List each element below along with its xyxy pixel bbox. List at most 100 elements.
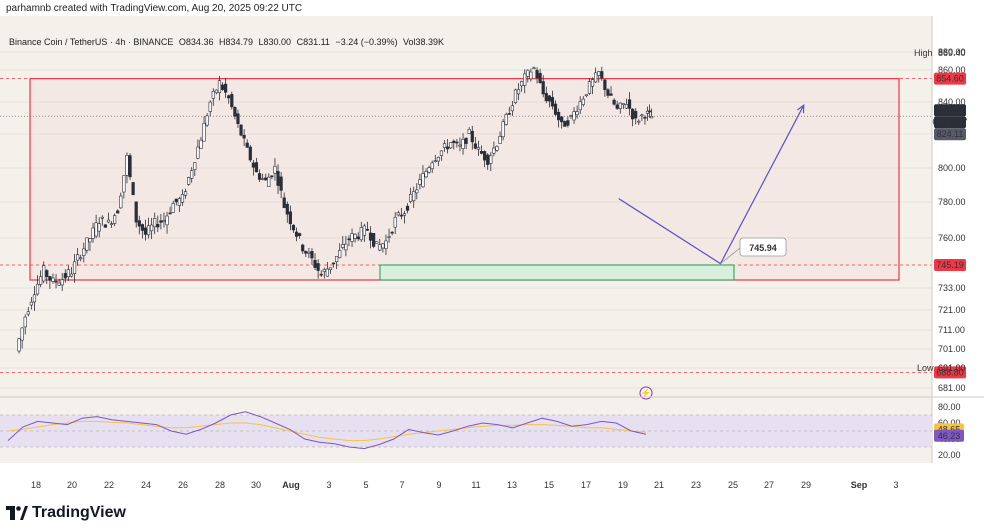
candle-body	[359, 227, 363, 241]
price-tick-label: 860.00	[938, 65, 966, 75]
candle-body	[72, 261, 77, 274]
candle-body	[69, 273, 74, 277]
tradingview-logo-icon	[6, 506, 28, 520]
candle-body	[647, 110, 652, 113]
candle-body	[310, 251, 314, 259]
candle-body	[23, 316, 27, 328]
candle-body	[88, 238, 92, 243]
candle-body	[20, 327, 24, 341]
candle-body	[26, 311, 30, 315]
candle-body	[520, 81, 524, 87]
time-tick-label: 23	[691, 480, 701, 490]
candle-body	[627, 99, 632, 109]
candle-body	[220, 84, 225, 90]
candle-body	[569, 115, 573, 117]
rsi-tick-label: 20.00	[938, 450, 961, 460]
candle-body	[304, 251, 308, 254]
candle-body	[439, 150, 444, 156]
ohlc-close: C831.11	[296, 37, 330, 47]
candle-body	[535, 69, 539, 79]
last-price-tag-bg	[934, 104, 966, 117]
time-tick-label: 24	[141, 480, 151, 490]
price-chart[interactable]: 745.94⚡880.00860.00840.00820.00800.00780…	[0, 16, 984, 463]
candle-body	[301, 244, 305, 252]
candle-body	[452, 140, 456, 143]
candle-body	[606, 89, 610, 96]
target-label: 745.94	[749, 243, 777, 253]
price-tick-label: 780.00	[938, 197, 966, 207]
time-tick-label: 26	[178, 480, 188, 490]
candle-body	[575, 111, 579, 116]
candle-body	[390, 231, 394, 234]
brand-name: TradingView	[32, 504, 126, 521]
lightning-icon	[639, 386, 653, 400]
ohlc-change: −3.24 (−0.39%)	[335, 37, 398, 47]
range-box	[29, 78, 900, 281]
candle-body	[270, 175, 274, 178]
time-tick-label: 18	[31, 480, 41, 490]
price-tick-label: 711.00	[938, 325, 965, 335]
candle-body	[245, 142, 249, 148]
candle-body	[507, 113, 511, 115]
candle-body	[532, 67, 536, 70]
candle-body	[557, 111, 561, 121]
candle-body	[106, 219, 111, 223]
candle-body	[544, 93, 548, 102]
level-bottom-tag: 745.19	[936, 260, 964, 270]
candle-body	[436, 156, 440, 162]
chart-area[interactable]: 745.94⚡880.00860.00840.00820.00800.00780…	[0, 16, 984, 463]
chart-credit: parhamnb created with TradingView.com, A…	[6, 3, 303, 14]
time-axis: 18 20 22 24 26 28 30 Aug 3 5 7 9 11 13 15 17 19 21 23 25 27 2…	[31, 480, 899, 490]
candle-body	[402, 213, 407, 216]
price-tick-label: 721.00	[938, 305, 966, 315]
candle-body	[645, 110, 650, 114]
candle-body	[393, 216, 397, 228]
symbol-name: Binance Coin / TetherUS · 4h · BINANCE	[9, 37, 174, 47]
candle-body	[150, 224, 154, 232]
candle-body	[378, 244, 382, 251]
candle-body	[146, 225, 151, 236]
candle-body	[156, 223, 160, 228]
level-low-tag: 688.80	[936, 367, 964, 377]
candle-body	[341, 244, 345, 248]
price-tick-label: 701.00	[938, 344, 966, 354]
candle-body	[455, 141, 459, 144]
candle-body	[174, 198, 178, 203]
candle-body	[137, 220, 141, 227]
high-label: High	[914, 48, 933, 58]
level-top-tag-bg	[934, 72, 966, 85]
candle-body	[541, 81, 545, 95]
candles	[17, 66, 654, 354]
candle-body	[202, 122, 206, 142]
candle-body	[433, 160, 437, 162]
candle-body	[356, 236, 360, 240]
time-tick-label: 13	[507, 480, 517, 490]
candle-body	[375, 241, 379, 244]
time-tick-label: 25	[728, 480, 738, 490]
candle-body	[264, 177, 268, 181]
low-label: Low	[917, 363, 934, 373]
candle-body	[461, 138, 465, 149]
candle-body	[224, 83, 228, 93]
time-tick-label: 19	[618, 480, 628, 490]
candle-body	[57, 282, 61, 286]
candle-body	[63, 273, 67, 279]
time-tick-label: 5	[363, 480, 368, 490]
candle-body	[594, 72, 598, 83]
candle-body	[331, 262, 336, 265]
target-callout-box	[739, 237, 787, 257]
candle-body	[387, 236, 391, 238]
candle-body	[94, 222, 98, 237]
candle-body	[39, 276, 43, 285]
candle-body	[643, 117, 647, 119]
lightning-icon-glyph: ⚡	[640, 387, 651, 399]
candle-body	[553, 103, 558, 115]
candle-body	[119, 195, 123, 209]
candle-body	[590, 79, 595, 87]
candle-body	[208, 101, 212, 112]
candle-body	[285, 203, 289, 215]
candle-body	[449, 142, 453, 149]
candle-body	[242, 134, 246, 139]
level-low-tag-bg	[934, 366, 966, 379]
candle-body	[516, 89, 521, 95]
